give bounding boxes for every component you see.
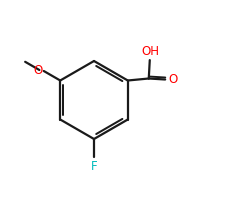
Text: O: O — [34, 64, 43, 77]
Text: O: O — [168, 73, 177, 86]
Text: F: F — [91, 160, 97, 173]
Text: OH: OH — [142, 45, 160, 58]
